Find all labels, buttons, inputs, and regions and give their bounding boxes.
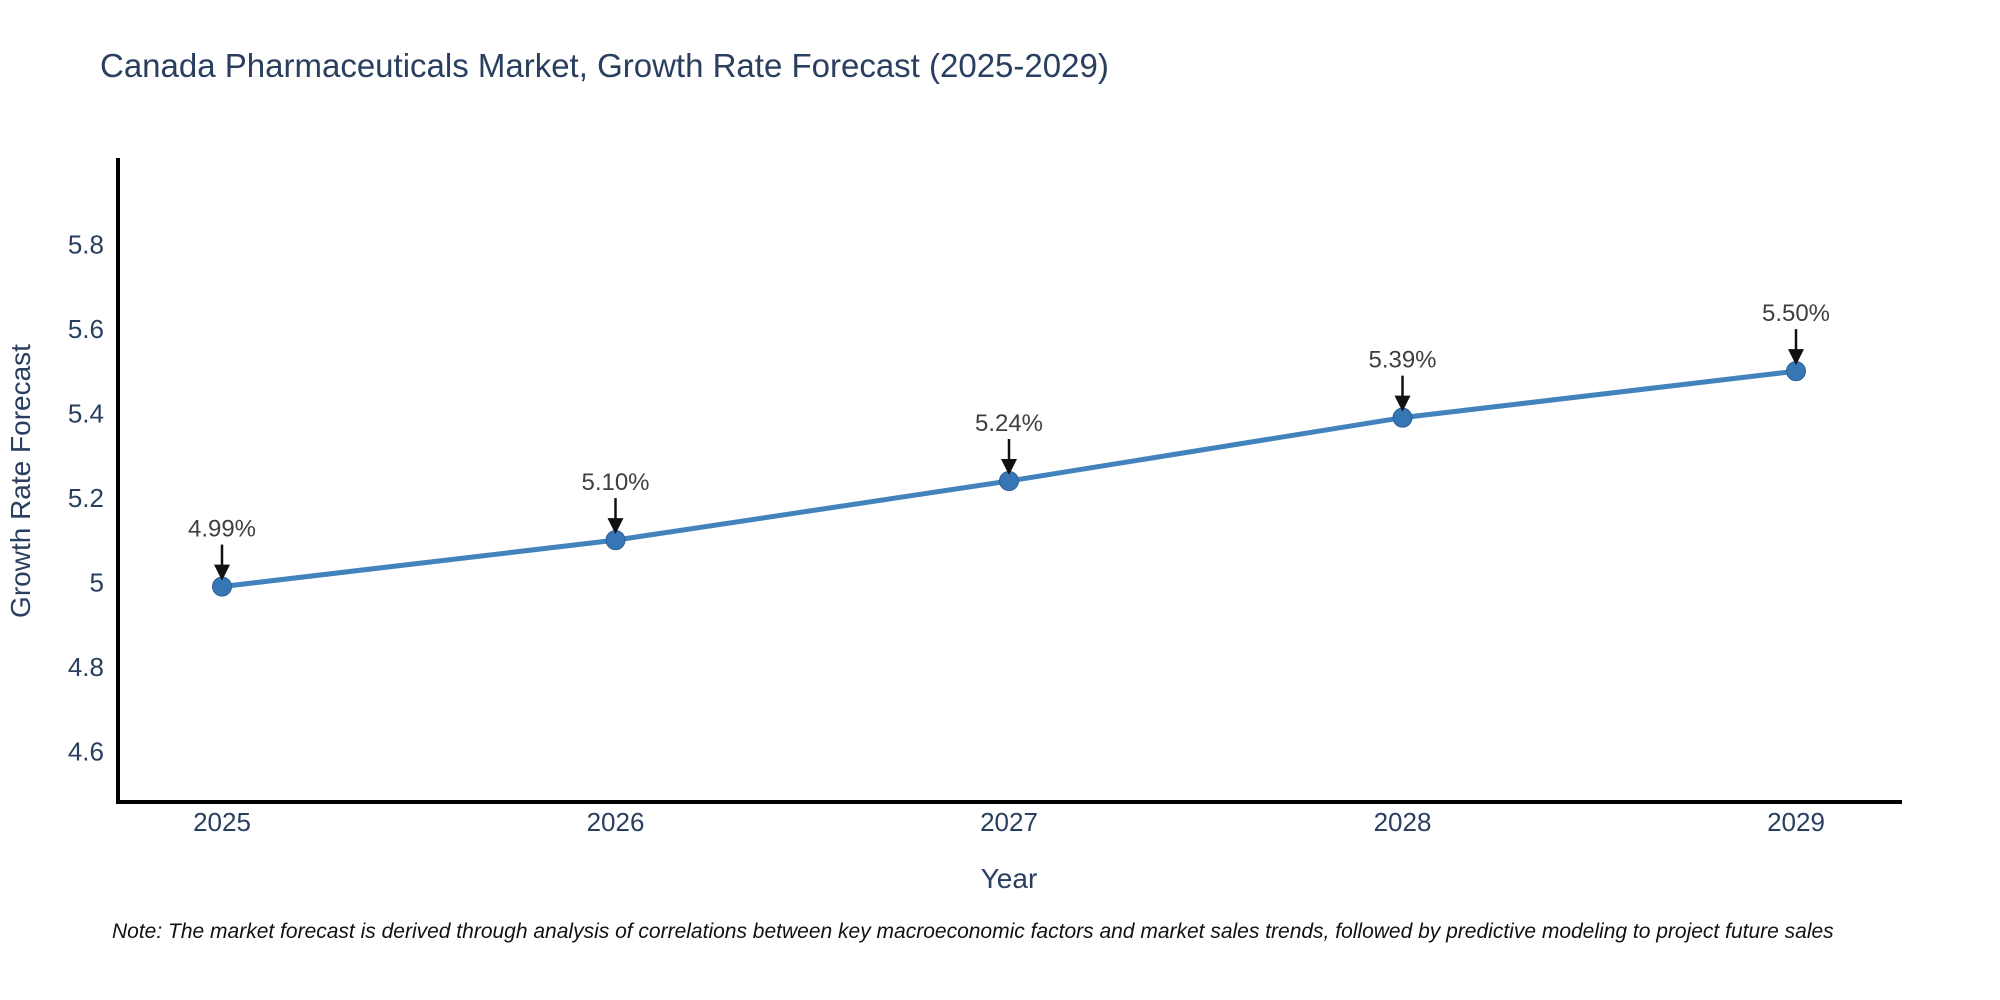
y-tick-label: 5 [90, 567, 104, 597]
y-axis-title: Growth Rate Forecast [5, 344, 36, 618]
point-annotation-label: 5.24% [975, 410, 1043, 437]
x-tick-label: 2026 [587, 807, 645, 837]
annotation-arrow-head [1394, 395, 1411, 412]
chart-title: Canada Pharmaceuticals Market, Growth Ra… [100, 47, 1109, 84]
chart-footnote: Note: The market forecast is derived thr… [112, 920, 1834, 943]
axis-spines [116, 158, 1902, 804]
y-tick-label: 5.4 [68, 398, 104, 428]
annotation-arrow-head [607, 518, 624, 535]
x-tick-label: 2028 [1374, 807, 1432, 837]
point-annotations-group: 4.99% 5.10% 5.24% 5.39% 5.50% [188, 300, 1830, 581]
x-tick-label: 2029 [1767, 807, 1825, 837]
y-tick-label: 4.8 [68, 652, 104, 682]
y-axis-tick-labels: 4.6 4.8 5 5.2 5.4 5.6 5.8 [68, 229, 104, 766]
y-tick-label: 4.6 [68, 736, 104, 766]
point-annotation-label: 5.50% [1762, 300, 1830, 327]
point-annotation-label: 4.99% [188, 516, 256, 543]
annotation-arrow-head [1788, 349, 1804, 366]
annotation-arrow-head [214, 564, 230, 581]
y-tick-label: 5.2 [68, 483, 104, 513]
x-axis-title: Year [981, 863, 1038, 894]
x-tick-label: 2025 [193, 807, 251, 837]
y-tick-label: 5.6 [68, 314, 104, 344]
annotation-arrow-head [1001, 459, 1017, 475]
x-tick-label: 2027 [980, 807, 1038, 837]
point-annotation-label: 5.39% [1368, 347, 1436, 374]
x-axis-tick-labels: 2025 2026 2027 2028 2029 [193, 807, 1825, 837]
point-annotation-label: 5.10% [581, 469, 649, 496]
y-tick-label: 5.8 [68, 229, 104, 259]
